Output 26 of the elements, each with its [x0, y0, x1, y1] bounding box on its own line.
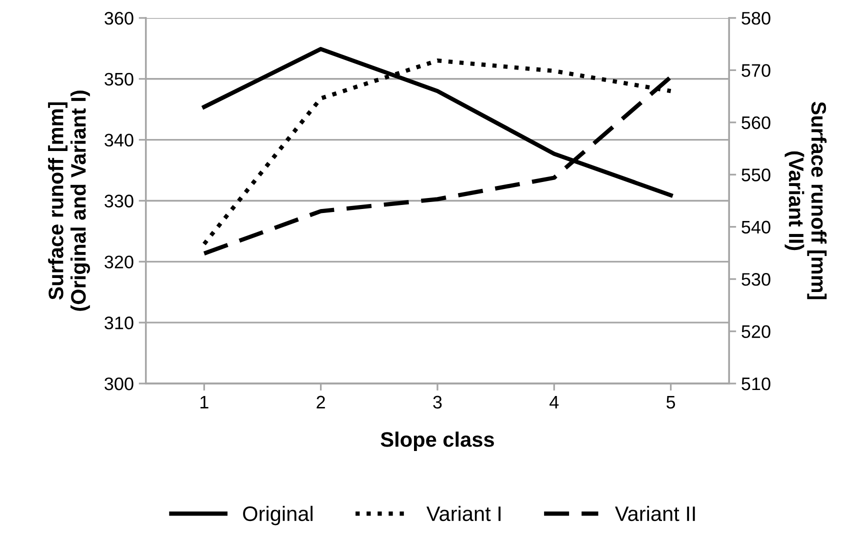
y-tick-label: 350	[104, 72, 134, 86]
y2-tick-label: 560	[742, 116, 770, 130]
x-tick-label: 5	[666, 396, 676, 409]
y-axis-title: Surface runoff [mm] (Original and Variant I)	[48, 90, 90, 311]
y2-tick-label: 540	[742, 220, 770, 234]
x-tick-label: 4	[550, 396, 559, 408]
y2-axis-title: Surface runoff [mm] (Variant II)	[784, 102, 827, 300]
x-tick-label: 3	[433, 396, 442, 409]
y2-tick-label: 510	[742, 377, 770, 390]
x-tick-label: 1	[200, 396, 208, 408]
y-tick-label: 300	[104, 377, 134, 390]
legend-label: Original	[243, 506, 312, 526]
y2-tick-label: 580	[742, 12, 770, 25]
y-tick-label: 320	[104, 256, 134, 268]
y-tick-label: 340	[104, 134, 134, 147]
y2-tick-label: 550	[742, 168, 770, 182]
x-axis-title: Slope class	[380, 432, 494, 452]
y2-tick-label: 520	[742, 325, 770, 338]
y2-tick-label: 530	[742, 273, 770, 286]
x-tick-label: 2	[316, 396, 325, 408]
y-tick-label: 330	[104, 194, 134, 208]
y2-tick-label: 570	[742, 64, 770, 77]
legend-label: Variant I	[426, 506, 500, 522]
y-tick-label: 310	[104, 316, 134, 330]
legend-label: Variant II	[615, 506, 695, 522]
y-tick-label: 360	[104, 12, 134, 25]
